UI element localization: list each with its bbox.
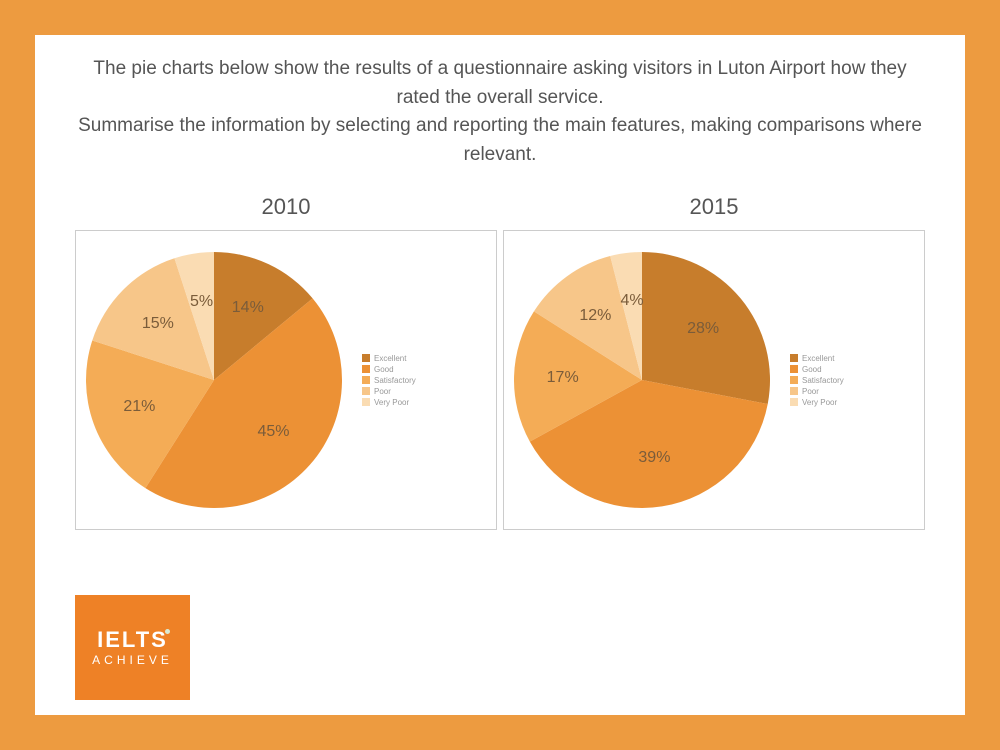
legend-swatch-icon [790, 354, 798, 362]
pie-slice-label: 45% [258, 423, 290, 441]
chart-box-left: 14% 45% 21% 15% 5% Excellent Good Satisfactory… [75, 230, 497, 530]
legend-item: Poor [790, 387, 844, 396]
legend-right: Excellent Good Satisfactory Poor Very Poor [790, 352, 844, 409]
legend-swatch-icon [362, 365, 370, 373]
legend-swatch-icon [790, 387, 798, 395]
pie-slice-label: 17% [547, 369, 579, 387]
legend-swatch-icon [362, 354, 370, 362]
pie-slice-label: 15% [142, 315, 174, 333]
chart-box-right: 28% 39% 17% 12% 4% Excellent Good Satisfactory… [503, 230, 925, 530]
legend-item: Very Poor [790, 398, 844, 407]
logo-dot-icon [165, 629, 170, 634]
pie-slice-label: 28% [687, 320, 719, 338]
legend-item: Poor [362, 387, 416, 396]
legend-item: Very Poor [362, 398, 416, 407]
chart-year-left: 2010 [262, 194, 311, 220]
legend-label: Satisfactory [374, 376, 416, 385]
legend-label: Excellent [802, 354, 834, 363]
description-text: The pie charts below show the results of… [75, 55, 925, 169]
legend-item: Satisfactory [362, 376, 416, 385]
legend-item: Good [790, 365, 844, 374]
pie-chart-left: 14% 45% 21% 15% 5% [84, 250, 344, 510]
logo-top-text: IELTS [97, 629, 168, 651]
pie-slice-label: 12% [579, 307, 611, 325]
ielts-achieve-logo: IELTS ACHIEVE [75, 595, 190, 700]
pie-chart-right: 28% 39% 17% 12% 4% [512, 250, 772, 510]
chart-year-right: 2015 [690, 194, 739, 220]
legend-swatch-icon [362, 376, 370, 384]
legend-swatch-icon [362, 387, 370, 395]
chart-column-left: 2010 14% 45% 21% 15% 5% Excellent Good Satisfa… [75, 194, 497, 530]
legend-label: Good [374, 365, 394, 374]
pie-slice-label: 39% [638, 449, 670, 467]
legend-label: Poor [374, 387, 391, 396]
legend-swatch-icon [362, 398, 370, 406]
legend-label: Very Poor [802, 398, 837, 407]
pie-slice-label: 14% [232, 299, 264, 317]
legend-swatch-icon [790, 398, 798, 406]
frame: The pie charts below show the results of… [0, 0, 1000, 750]
legend-item: Excellent [790, 354, 844, 363]
logo-bottom-text: ACHIEVE [92, 653, 173, 667]
legend-swatch-icon [790, 376, 798, 384]
legend-swatch-icon [790, 365, 798, 373]
legend-label: Very Poor [374, 398, 409, 407]
pie-slice-label: 5% [190, 293, 213, 311]
chart-column-right: 2015 28% 39% 17% 12% 4% Excellent Good Satisfa… [503, 194, 925, 530]
legend-item: Good [362, 365, 416, 374]
charts-row: 2010 14% 45% 21% 15% 5% Excellent Good Satisfa… [75, 194, 925, 530]
legend-label: Poor [802, 387, 819, 396]
content-panel: The pie charts below show the results of… [35, 35, 965, 715]
legend-label: Good [802, 365, 822, 374]
legend-label: Satisfactory [802, 376, 844, 385]
legend-item: Satisfactory [790, 376, 844, 385]
legend-label: Excellent [374, 354, 406, 363]
pie-slice-label: 4% [620, 292, 643, 310]
pie-slice-label: 21% [123, 398, 155, 416]
logo-row: IELTS ACHIEVE [75, 583, 925, 700]
legend-left: Excellent Good Satisfactory Poor Very Poor [362, 352, 416, 409]
legend-item: Excellent [362, 354, 416, 363]
